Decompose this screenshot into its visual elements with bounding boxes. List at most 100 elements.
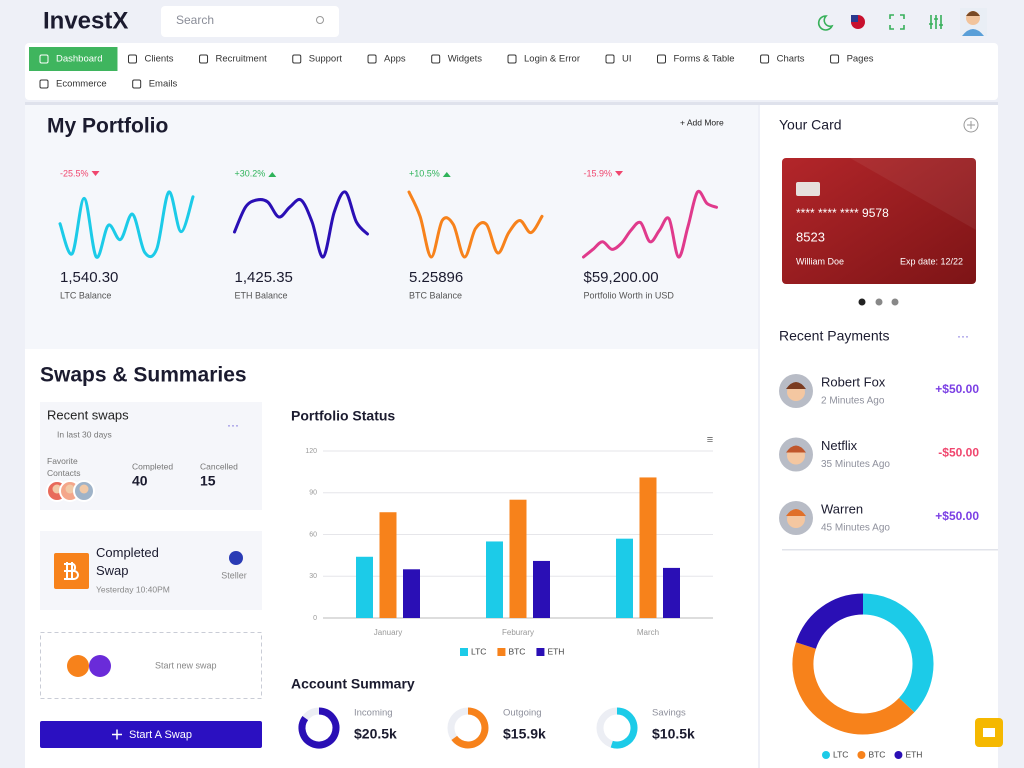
y-tick-label: 90 bbox=[309, 490, 317, 497]
trend-arrow bbox=[615, 171, 624, 176]
change: +10.5% bbox=[409, 168, 440, 178]
balance: 5.25896 bbox=[409, 269, 463, 286]
chart-title: Portfolio Status bbox=[291, 408, 395, 424]
card-title: Recent swaps bbox=[47, 407, 129, 422]
sparkline bbox=[233, 190, 369, 259]
carousel-dot[interactable] bbox=[858, 298, 866, 306]
donut-segment bbox=[862, 593, 934, 713]
nav-item[interactable]: Dashboard bbox=[56, 54, 102, 65]
nav-item[interactable]: Emails bbox=[149, 79, 178, 90]
ring-arc bbox=[451, 707, 489, 749]
add-more-link[interactable]: + Add More bbox=[680, 117, 724, 127]
flag-canton bbox=[851, 15, 858, 22]
divider bbox=[782, 549, 998, 551]
card-code: 8523 bbox=[796, 229, 825, 244]
legend-label: ETH bbox=[547, 646, 564, 656]
x-tick-label: March bbox=[637, 628, 659, 637]
y-tick-label: 120 bbox=[305, 448, 317, 455]
carousel-dot[interactable] bbox=[891, 298, 899, 306]
legend-label: LTC bbox=[833, 749, 848, 759]
nav-bar bbox=[25, 43, 998, 100]
start-swap-button[interactable] bbox=[40, 721, 262, 748]
ring-arc bbox=[610, 707, 638, 749]
credit-card bbox=[782, 158, 976, 284]
legend-swatch bbox=[822, 751, 830, 759]
payment-amount: +$50.00 bbox=[935, 509, 979, 523]
eth-coin bbox=[89, 655, 111, 677]
summary-label: Outgoing bbox=[503, 708, 542, 719]
payment-time: 2 Minutes Ago bbox=[821, 396, 885, 407]
nav-icon bbox=[507, 54, 517, 64]
card-chip bbox=[796, 182, 820, 196]
bar bbox=[356, 556, 373, 618]
new-swap-label[interactable]: Start new swap bbox=[155, 660, 217, 670]
more-button[interactable]: ··· bbox=[957, 329, 969, 343]
fullscreen-button[interactable] bbox=[889, 14, 905, 30]
bar bbox=[663, 567, 680, 618]
payment-time: 45 Minutes Ago bbox=[821, 523, 890, 534]
nav-item[interactable]: UI bbox=[622, 54, 632, 65]
ring-arc bbox=[298, 707, 340, 749]
avatar-hair bbox=[786, 445, 806, 453]
button-label[interactable]: Start A Swap bbox=[129, 729, 192, 741]
nav-item[interactable]: Clients bbox=[144, 54, 173, 65]
change: -15.9% bbox=[584, 168, 613, 178]
legend-swatch bbox=[536, 648, 545, 656]
payment-amount: -$50.00 bbox=[938, 446, 979, 460]
add-card-button[interactable] bbox=[963, 117, 979, 133]
more-button[interactable]: ··· bbox=[227, 418, 239, 432]
steller-icon bbox=[229, 551, 243, 565]
nav-icon bbox=[39, 79, 49, 89]
y-tick-label: 30 bbox=[309, 573, 317, 580]
bar bbox=[486, 541, 503, 618]
plus-icon bbox=[112, 729, 122, 740]
bar bbox=[509, 499, 527, 618]
carousel-dot[interactable] bbox=[875, 298, 883, 306]
sparkline bbox=[58, 190, 195, 259]
nav-icon bbox=[199, 54, 209, 64]
balance-label: ETH Balance bbox=[235, 290, 288, 300]
nav-item[interactable]: Recruitment bbox=[216, 54, 268, 65]
bar bbox=[403, 569, 420, 618]
swap-title: Completed Swap bbox=[96, 545, 159, 578]
trend-arrow bbox=[91, 171, 100, 176]
summary-value: $15.9k bbox=[503, 726, 546, 742]
balance: 1,540.30 bbox=[60, 269, 118, 286]
new-swap-box[interactable] bbox=[40, 632, 262, 699]
nav-item[interactable]: Support bbox=[309, 54, 343, 65]
section-title: Account Summary bbox=[291, 676, 415, 692]
settings-button[interactable] bbox=[929, 15, 943, 29]
floating-icon bbox=[983, 728, 995, 737]
user-avatar[interactable] bbox=[960, 8, 987, 36]
section-title: My Portfolio bbox=[47, 115, 168, 138]
avatar-hair bbox=[786, 382, 806, 389]
donut-segment bbox=[795, 593, 864, 650]
nav-item[interactable]: Apps bbox=[384, 54, 406, 65]
search-icon bbox=[316, 16, 324, 24]
y-tick-label: 60 bbox=[309, 531, 317, 538]
nav-item[interactable]: Widgets bbox=[448, 54, 483, 65]
bar bbox=[639, 477, 657, 618]
nav-item[interactable]: Pages bbox=[847, 54, 874, 65]
search-box[interactable] bbox=[161, 6, 339, 37]
y-tick-label: 0 bbox=[313, 615, 317, 622]
theme-toggle[interactable] bbox=[817, 15, 834, 31]
nav-icon bbox=[657, 54, 666, 64]
search-placeholder: Search bbox=[176, 13, 214, 27]
stat-label: Cancelled bbox=[200, 461, 238, 471]
contacts-label-line: Contacts bbox=[47, 468, 81, 478]
summary-label: Incoming bbox=[354, 708, 393, 719]
bar bbox=[533, 560, 550, 618]
card-number: **** **** **** 9578 bbox=[796, 206, 889, 220]
card-holder: William Doe bbox=[796, 256, 844, 266]
payer-name: Robert Fox bbox=[821, 374, 886, 389]
nav-item[interactable]: Login & Error bbox=[524, 54, 580, 65]
nav-item[interactable]: Forms & Table bbox=[674, 54, 735, 65]
nav-item[interactable]: Charts bbox=[777, 54, 805, 65]
avatar-hair bbox=[786, 509, 806, 516]
nav-icon bbox=[127, 54, 137, 64]
chart-menu[interactable]: ≡ bbox=[707, 434, 713, 446]
panel-title: Your Card bbox=[779, 117, 842, 133]
legend-label: LTC bbox=[471, 646, 486, 656]
nav-item[interactable]: Ecommerce bbox=[56, 79, 107, 90]
